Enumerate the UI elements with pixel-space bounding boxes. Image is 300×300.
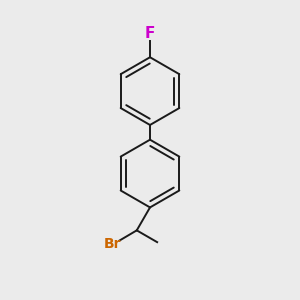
Text: Br: Br <box>103 238 121 251</box>
Text: F: F <box>145 26 155 41</box>
